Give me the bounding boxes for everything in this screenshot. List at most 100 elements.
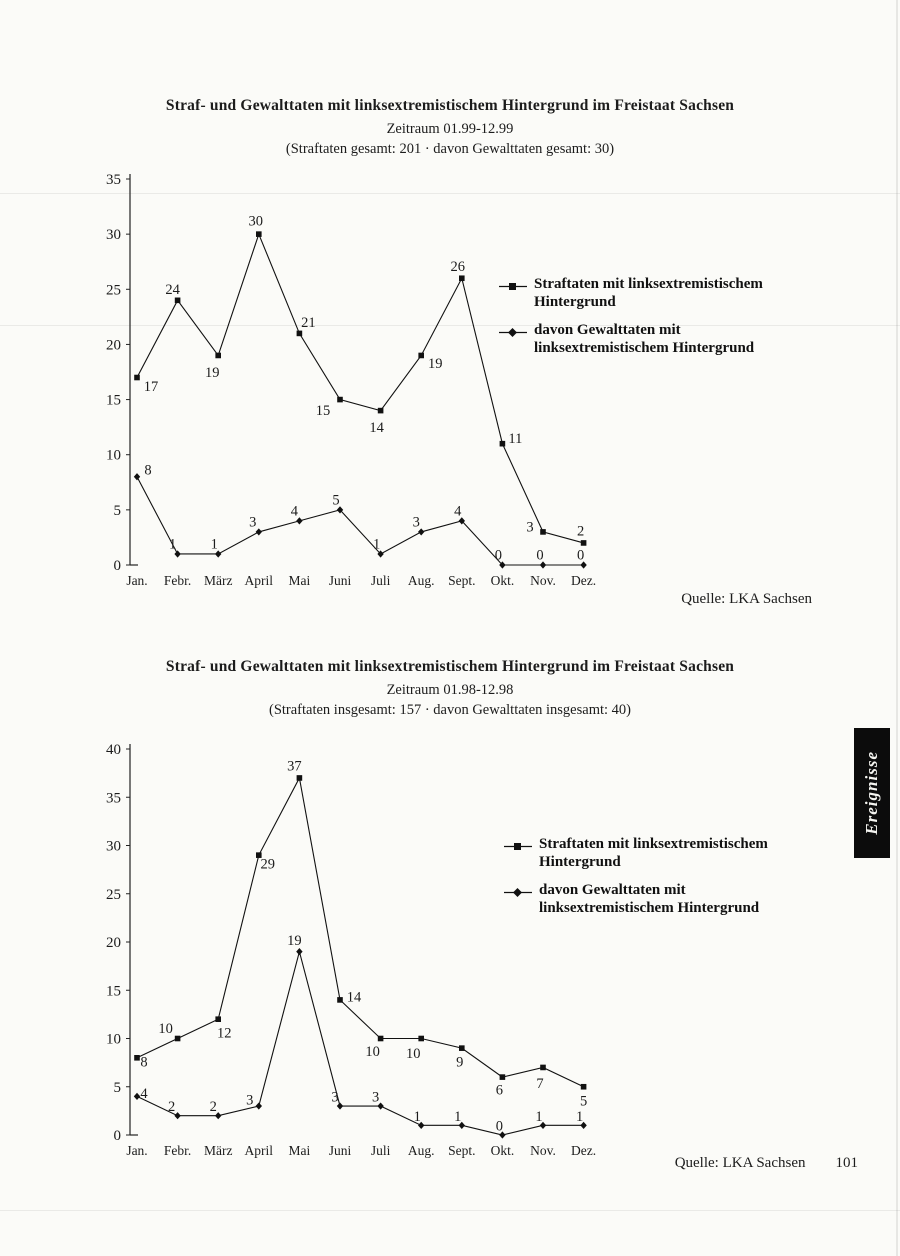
diamond-marker <box>377 550 384 558</box>
point-value-label: 15 <box>316 403 331 419</box>
diamond-marker <box>255 1102 262 1110</box>
point-value-label: 8 <box>140 1054 147 1070</box>
square-marker <box>256 231 262 237</box>
square-marker <box>296 330 303 337</box>
point-value-label: 14 <box>369 420 384 436</box>
point-value-label: 4 <box>291 503 299 519</box>
x-tick-label: Nov. <box>530 1143 556 1158</box>
point-value-label: 26 <box>451 259 466 275</box>
x-tick-label: Aug. <box>408 1143 435 1158</box>
chart2-totals: (Straftaten insgesamt: 157 · davon Gewal… <box>268 702 631 719</box>
x-tick-label: Dez. <box>571 573 596 588</box>
square-marker <box>337 997 343 1003</box>
y-tick-label: 10 <box>106 448 121 464</box>
point-value-label: 10 <box>406 1046 421 1062</box>
y-tick-label: 20 <box>106 935 121 951</box>
point-value-label: 12 <box>217 1026 232 1042</box>
x-tick-label: Juli <box>371 573 391 588</box>
point-value-label: 17 <box>144 379 159 395</box>
y-tick-label: 30 <box>106 839 121 855</box>
square-marker <box>256 852 262 858</box>
diamond-marker <box>418 1121 425 1129</box>
point-value-label: 0 <box>536 548 543 564</box>
point-value-label: 9 <box>456 1055 463 1071</box>
point-value-label: 10 <box>158 1021 173 1037</box>
page-number: 101 <box>835 1155 859 1171</box>
diamond-marker <box>336 506 344 514</box>
legend-item-gewalttaten: davon Gewalttaten mit linksextremistisch… <box>498 322 828 357</box>
x-tick-label: Okt. <box>491 1143 515 1158</box>
point-value-label: 19 <box>205 365 220 381</box>
x-tick-label: April <box>245 1143 274 1158</box>
point-value-label: 5 <box>332 492 339 508</box>
point-value-label: 3 <box>246 1093 253 1109</box>
diamond-marker <box>133 1092 141 1100</box>
point-value-label: 11 <box>508 431 522 447</box>
legend-item-gewalttaten: davon Gewalttaten mit linksextremistisch… <box>503 882 833 917</box>
x-tick-label: April <box>245 573 274 588</box>
diamond-marker <box>174 550 181 558</box>
diamond-series-line <box>136 476 584 566</box>
square-marker <box>296 775 303 781</box>
diamond-marker <box>255 528 262 536</box>
legend-item-straftaten: Straftaten mit linksextremistischem Hint… <box>503 836 833 871</box>
diamond-marker <box>133 473 141 481</box>
chart2-title: Straf- und Gewalttaten mit linksextremis… <box>165 658 735 675</box>
point-value-label: 1 <box>211 536 218 552</box>
point-value-label: 10 <box>365 1044 380 1060</box>
square-marker <box>459 275 465 282</box>
chart2-subtitle: Zeitraum 01.98-12.98 <box>386 682 514 698</box>
y-tick-label: 20 <box>106 337 121 353</box>
x-tick-label: Jan. <box>126 573 147 588</box>
diamond-marker <box>580 1121 587 1129</box>
page-footer: Quelle: LKA Sachsen 101 <box>675 1155 858 1172</box>
y-tick-label: 25 <box>106 887 121 903</box>
ereignisse-tab-label: Ereignisse <box>862 751 881 835</box>
diamond-marker-icon <box>503 882 539 903</box>
point-value-label: 3 <box>413 514 420 530</box>
scan-artifact-line <box>0 1210 900 1211</box>
y-tick-label: 10 <box>106 1032 121 1048</box>
point-value-label: 2 <box>210 1099 217 1115</box>
point-value-label: 3 <box>372 1090 379 1106</box>
diamond-marker <box>215 1112 222 1120</box>
point-value-label: 1 <box>535 1109 542 1125</box>
legend-label-straftaten: Straftaten mit linksextremistischem Hint… <box>534 276 763 310</box>
chart1-source: Quelle: LKA Sachsen <box>681 591 812 607</box>
square-marker <box>377 1035 384 1042</box>
point-value-label: 30 <box>249 214 263 230</box>
x-tick-label: Juni <box>329 1143 352 1158</box>
square-marker <box>499 1074 506 1080</box>
square-series-line <box>136 232 584 544</box>
x-tick-label: Jan. <box>126 1143 147 1158</box>
point-value-label: 5 <box>580 1093 587 1109</box>
diamond-marker <box>296 517 303 525</box>
x-tick-label: Nov. <box>530 573 556 588</box>
point-value-label: 24 <box>165 282 180 298</box>
square-marker <box>499 440 506 447</box>
square-marker <box>337 396 343 403</box>
chart2-title-block: Straf- und Gewalttaten mit linksextremis… <box>60 658 840 721</box>
square-marker <box>459 1045 465 1051</box>
x-tick-label: Sept. <box>448 1143 475 1158</box>
x-tick-label: März <box>204 1143 232 1158</box>
point-value-label: 6 <box>496 1083 503 1099</box>
square-series-line <box>136 776 584 1088</box>
chart2-source: Quelle: LKA Sachsen <box>674 1155 806 1171</box>
square-marker <box>418 352 424 359</box>
point-value-label: 37 <box>287 758 302 774</box>
x-tick-label: Dez. <box>571 1143 596 1158</box>
point-value-label: 4 <box>140 1086 148 1102</box>
point-value-label: 3 <box>331 1090 338 1106</box>
square-marker <box>215 352 221 359</box>
scan-artifact-line <box>0 325 900 326</box>
point-value-label: 7 <box>536 1076 543 1092</box>
diamond-marker <box>458 1121 465 1129</box>
legend-item-straftaten: Straftaten mit linksextremistischem Hint… <box>498 276 828 311</box>
scan-artifact-line <box>0 193 900 194</box>
x-tick-label: Okt. <box>491 573 515 588</box>
square-marker-icon <box>503 836 539 857</box>
y-tick-label: 35 <box>106 172 121 188</box>
